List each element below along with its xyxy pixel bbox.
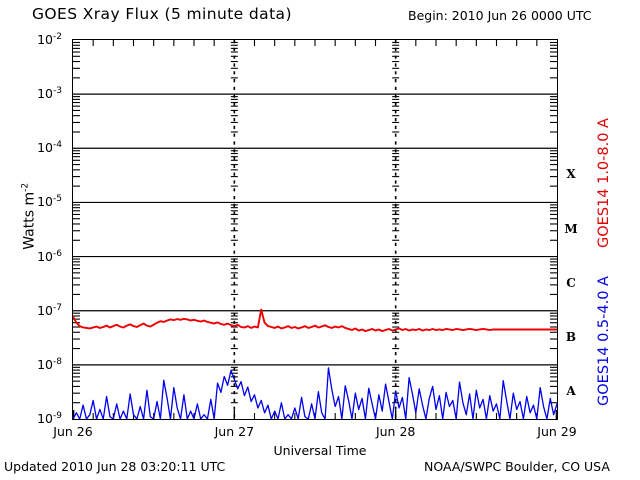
flare-class-C: C — [566, 275, 576, 290]
x-axis-title: Universal Time — [273, 443, 367, 458]
x-tick-label: Jun 29 — [537, 424, 577, 439]
x-tick-label: Jun 28 — [375, 424, 416, 439]
legend-long-channel: GOES14 1.0-8.0 A — [596, 118, 612, 248]
flare-class-B: B — [565, 329, 577, 344]
plot-canvas — [73, 40, 557, 419]
x-tick-label: Jun 27 — [214, 424, 255, 439]
y-tick-label: 10-7 — [37, 302, 62, 318]
y-tick-label: 10-6 — [37, 248, 62, 264]
updated-timestamp: Updated 2010 Jun 28 03:20:11 UTC — [4, 459, 226, 474]
y-tick-label: 10-4 — [37, 140, 62, 156]
xray-flux-plot — [72, 39, 558, 420]
flare-class-M: M — [564, 221, 578, 236]
flare-class-A: A — [566, 383, 576, 398]
flare-class-X: X — [566, 167, 576, 182]
source-credit: NOAA/SWPC Boulder, CO USA — [424, 459, 610, 474]
y-tick-label: 10-8 — [37, 356, 62, 372]
x-tick-label: Jun 26 — [53, 424, 93, 439]
y-tick-label: 10-5 — [37, 194, 62, 210]
y-tick-label: 10-3 — [37, 86, 62, 102]
page-title: GOES Xray Flux (5 minute data) — [32, 5, 292, 23]
legend-short-channel: GOES14 0.5-4.0 A — [596, 276, 612, 406]
y-axis-title-exponent: -2 — [20, 182, 31, 192]
begin-time-label: Begin: 2010 Jun 26 0000 UTC — [408, 8, 592, 23]
y-tick-label: 10-9 — [37, 411, 62, 427]
y-tick-label: 10-2 — [37, 32, 62, 48]
